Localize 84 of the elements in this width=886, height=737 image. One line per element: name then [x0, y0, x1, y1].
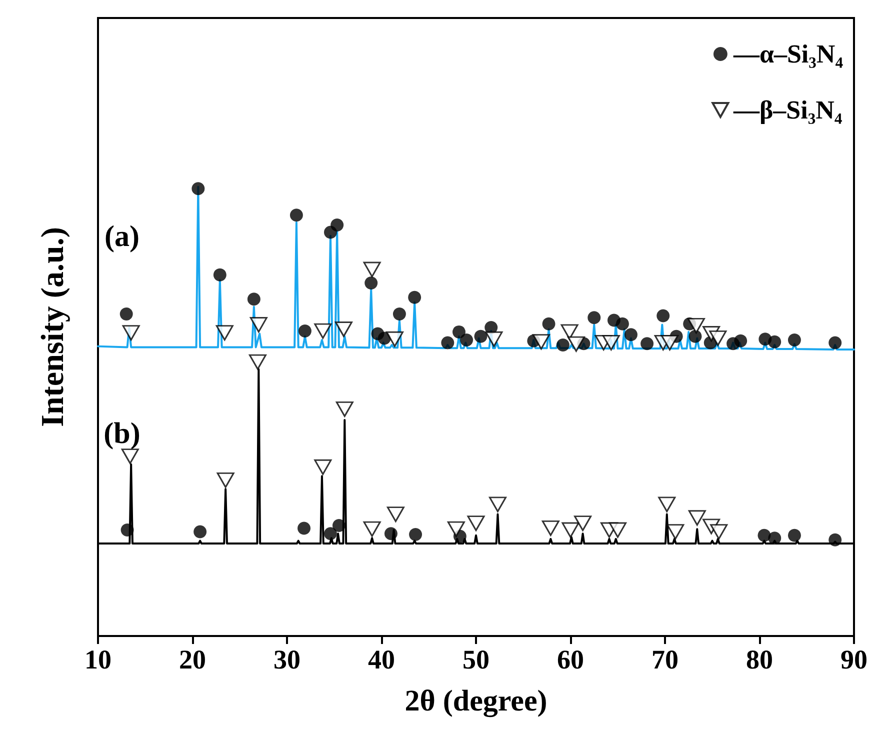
point — [460, 334, 474, 347]
x-tick-label: 20 — [179, 644, 206, 674]
legend-label: —β–Si₃N₄ — [732, 96, 842, 124]
point — [710, 524, 728, 540]
point — [658, 496, 676, 512]
point — [121, 448, 139, 464]
point — [588, 311, 601, 324]
x-tick-label: 10 — [84, 644, 112, 674]
point — [709, 330, 727, 346]
point — [687, 318, 705, 334]
point — [324, 527, 337, 540]
point — [336, 401, 354, 417]
point — [120, 524, 134, 536]
point — [314, 323, 332, 339]
point — [788, 528, 801, 542]
annotation: (b) — [104, 416, 140, 450]
point — [290, 208, 303, 222]
point — [384, 527, 398, 540]
point — [364, 276, 378, 290]
point — [298, 522, 311, 535]
annotation: (a) — [104, 220, 140, 253]
point — [828, 533, 842, 546]
point — [624, 328, 638, 342]
point — [602, 334, 620, 350]
point — [392, 307, 406, 320]
point — [386, 506, 404, 522]
point — [574, 516, 592, 532]
point — [562, 522, 580, 538]
point — [768, 335, 782, 348]
point — [556, 338, 570, 352]
x-tick-label: 50 — [462, 644, 490, 674]
x-tick-label: 30 — [274, 644, 300, 674]
point — [363, 262, 381, 278]
point — [656, 309, 670, 322]
point — [660, 334, 678, 350]
point — [532, 334, 550, 350]
legend-label: —α–Si₃N₄ — [732, 40, 844, 68]
point — [447, 521, 465, 537]
point — [409, 528, 422, 541]
point — [828, 336, 842, 350]
x-tick-label: 80 — [746, 644, 773, 674]
point — [250, 317, 268, 333]
point — [314, 459, 332, 475]
point — [788, 334, 801, 347]
point — [758, 528, 771, 542]
x-axis-title: 2θ (degree) — [404, 684, 548, 718]
x-tick-label: 90 — [840, 644, 868, 674]
point — [213, 268, 226, 282]
x-tick-label: 60 — [557, 644, 584, 674]
point — [194, 525, 207, 538]
point — [408, 290, 422, 304]
point — [298, 324, 312, 338]
point — [330, 218, 344, 232]
x-tick-label: 40 — [368, 644, 395, 674]
point — [542, 520, 560, 536]
point — [609, 522, 626, 538]
point — [734, 334, 748, 348]
point — [216, 472, 234, 488]
point — [485, 331, 503, 347]
point — [688, 330, 702, 343]
point — [334, 321, 352, 337]
x-tick-label: 70 — [652, 644, 678, 674]
point — [386, 331, 404, 347]
point — [363, 521, 381, 537]
point — [488, 496, 506, 512]
point — [768, 532, 782, 545]
point — [474, 330, 488, 343]
point — [248, 354, 266, 370]
point — [122, 325, 140, 341]
point — [216, 325, 234, 341]
point — [192, 182, 205, 196]
y-axis-title: Intensity (a.u.) — [34, 226, 70, 428]
point — [332, 519, 346, 532]
point — [616, 317, 629, 330]
point — [120, 307, 133, 320]
point — [567, 336, 585, 352]
point — [452, 325, 466, 338]
point — [441, 336, 454, 350]
point — [247, 292, 260, 306]
point — [688, 510, 706, 526]
point — [666, 524, 684, 540]
point — [467, 516, 485, 532]
point — [640, 337, 654, 350]
point — [542, 317, 556, 330]
